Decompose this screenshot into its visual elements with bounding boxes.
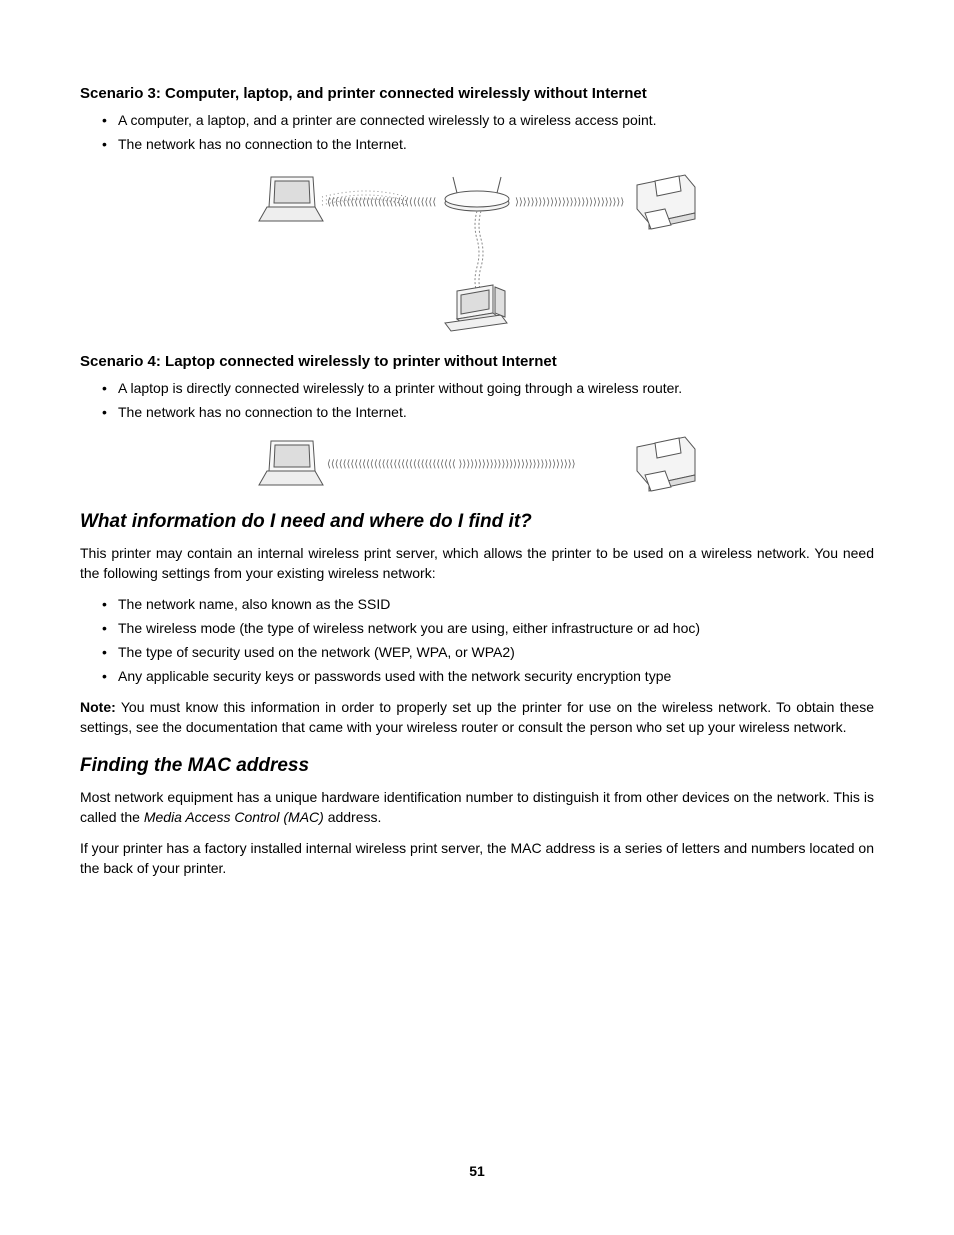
svg-text:⟨⟨⟨⟨⟨⟨⟨⟨⟨⟨⟨⟨⟨⟨⟨⟨⟨⟨⟨⟨⟨⟨⟨⟨⟨⟨⟨⟨: ⟨⟨⟨⟨⟨⟨⟨⟨⟨⟨⟨⟨⟨⟨⟨⟨⟨⟨⟨⟨⟨⟨⟨⟨⟨⟨⟨⟨: [327, 197, 436, 208]
desktop-icon: [445, 285, 507, 331]
text-run: address.: [324, 809, 382, 825]
wireless-waves-icon: ⟨⟨⟨⟨⟨⟨⟨⟨⟨⟨⟨⟨⟨⟨⟨⟨⟨⟨⟨⟨⟨⟨⟨⟨⟨⟨⟨⟨⟨⟨⟨⟨⟨ ⟩⟩⟩⟩⟩⟩…: [327, 459, 576, 470]
scenario-4-heading: Scenario 4: Laptop connected wirelessly …: [80, 353, 874, 370]
list-item: A computer, a laptop, and a printer are …: [118, 110, 874, 131]
info-section-intro: This printer may contain an internal wir…: [80, 543, 874, 584]
page-number: 51: [0, 1163, 954, 1179]
text-run-italic: Media Access Control (MAC): [144, 809, 324, 825]
list-item: The network name, also known as the SSID: [118, 594, 874, 615]
list-item: A laptop is directly connected wirelessl…: [118, 378, 874, 399]
svg-text:⟩⟩⟩⟩⟩⟩⟩⟩⟩⟩⟩⟩⟩⟩⟩⟩⟩⟩⟩⟩⟩⟩⟩⟩⟩⟩⟩⟩: ⟩⟩⟩⟩⟩⟩⟩⟩⟩⟩⟩⟩⟩⟩⟩⟩⟩⟩⟩⟩⟩⟩⟩⟩⟩⟩⟩⟩: [515, 197, 624, 208]
network-diagram-scenario-4: ⟨⟨⟨⟨⟨⟨⟨⟨⟨⟨⟨⟨⟨⟨⟨⟨⟨⟨⟨⟨⟨⟨⟨⟨⟨⟨⟨⟨⟨⟨⟨⟨⟨ ⟩⟩⟩⟩⟩⟩…: [257, 433, 697, 493]
list-item: Any applicable security keys or password…: [118, 666, 874, 687]
mac-section-para-1: Most network equipment has a unique hard…: [80, 787, 874, 828]
list-item: The network has no connection to the Int…: [118, 402, 874, 423]
scenario-4-bullets: A laptop is directly connected wirelessl…: [80, 378, 874, 423]
mac-section-heading: Finding the MAC address: [80, 755, 874, 777]
printer-icon: [637, 175, 695, 229]
document-page: Scenario 3: Computer, laptop, and printe…: [0, 0, 954, 1235]
note-text: You must know this information in order …: [80, 699, 874, 735]
laptop-icon: [259, 177, 323, 221]
info-section-heading: What information do I need and where do …: [80, 511, 874, 533]
printer-icon: [637, 437, 695, 491]
info-section-note: Note: You must know this information in …: [80, 697, 874, 738]
list-item: The wireless mode (the type of wireless …: [118, 618, 874, 639]
scenario-3-heading: Scenario 3: Computer, laptop, and printe…: [80, 85, 874, 102]
scenario-3-bullets: A computer, a laptop, and a printer are …: [80, 110, 874, 155]
network-diagram-scenario-3: ⟨⟨⟨⟨⟨⟨⟨⟨⟨⟨⟨⟨⟨⟨⟨⟨⟨⟨⟨⟨⟨⟨⟨⟨⟨⟨⟨⟨ ⟩⟩⟩⟩⟩⟩⟩⟩⟩⟩⟩…: [257, 165, 697, 335]
info-section-bullets: The network name, also known as the SSID…: [80, 594, 874, 687]
mac-section-para-2: If your printer has a factory installed …: [80, 838, 874, 879]
list-item: The network has no connection to the Int…: [118, 134, 874, 155]
laptop-icon: [259, 441, 323, 485]
note-label: Note:: [80, 699, 116, 715]
router-icon: [445, 177, 509, 211]
list-item: The type of security used on the network…: [118, 642, 874, 663]
